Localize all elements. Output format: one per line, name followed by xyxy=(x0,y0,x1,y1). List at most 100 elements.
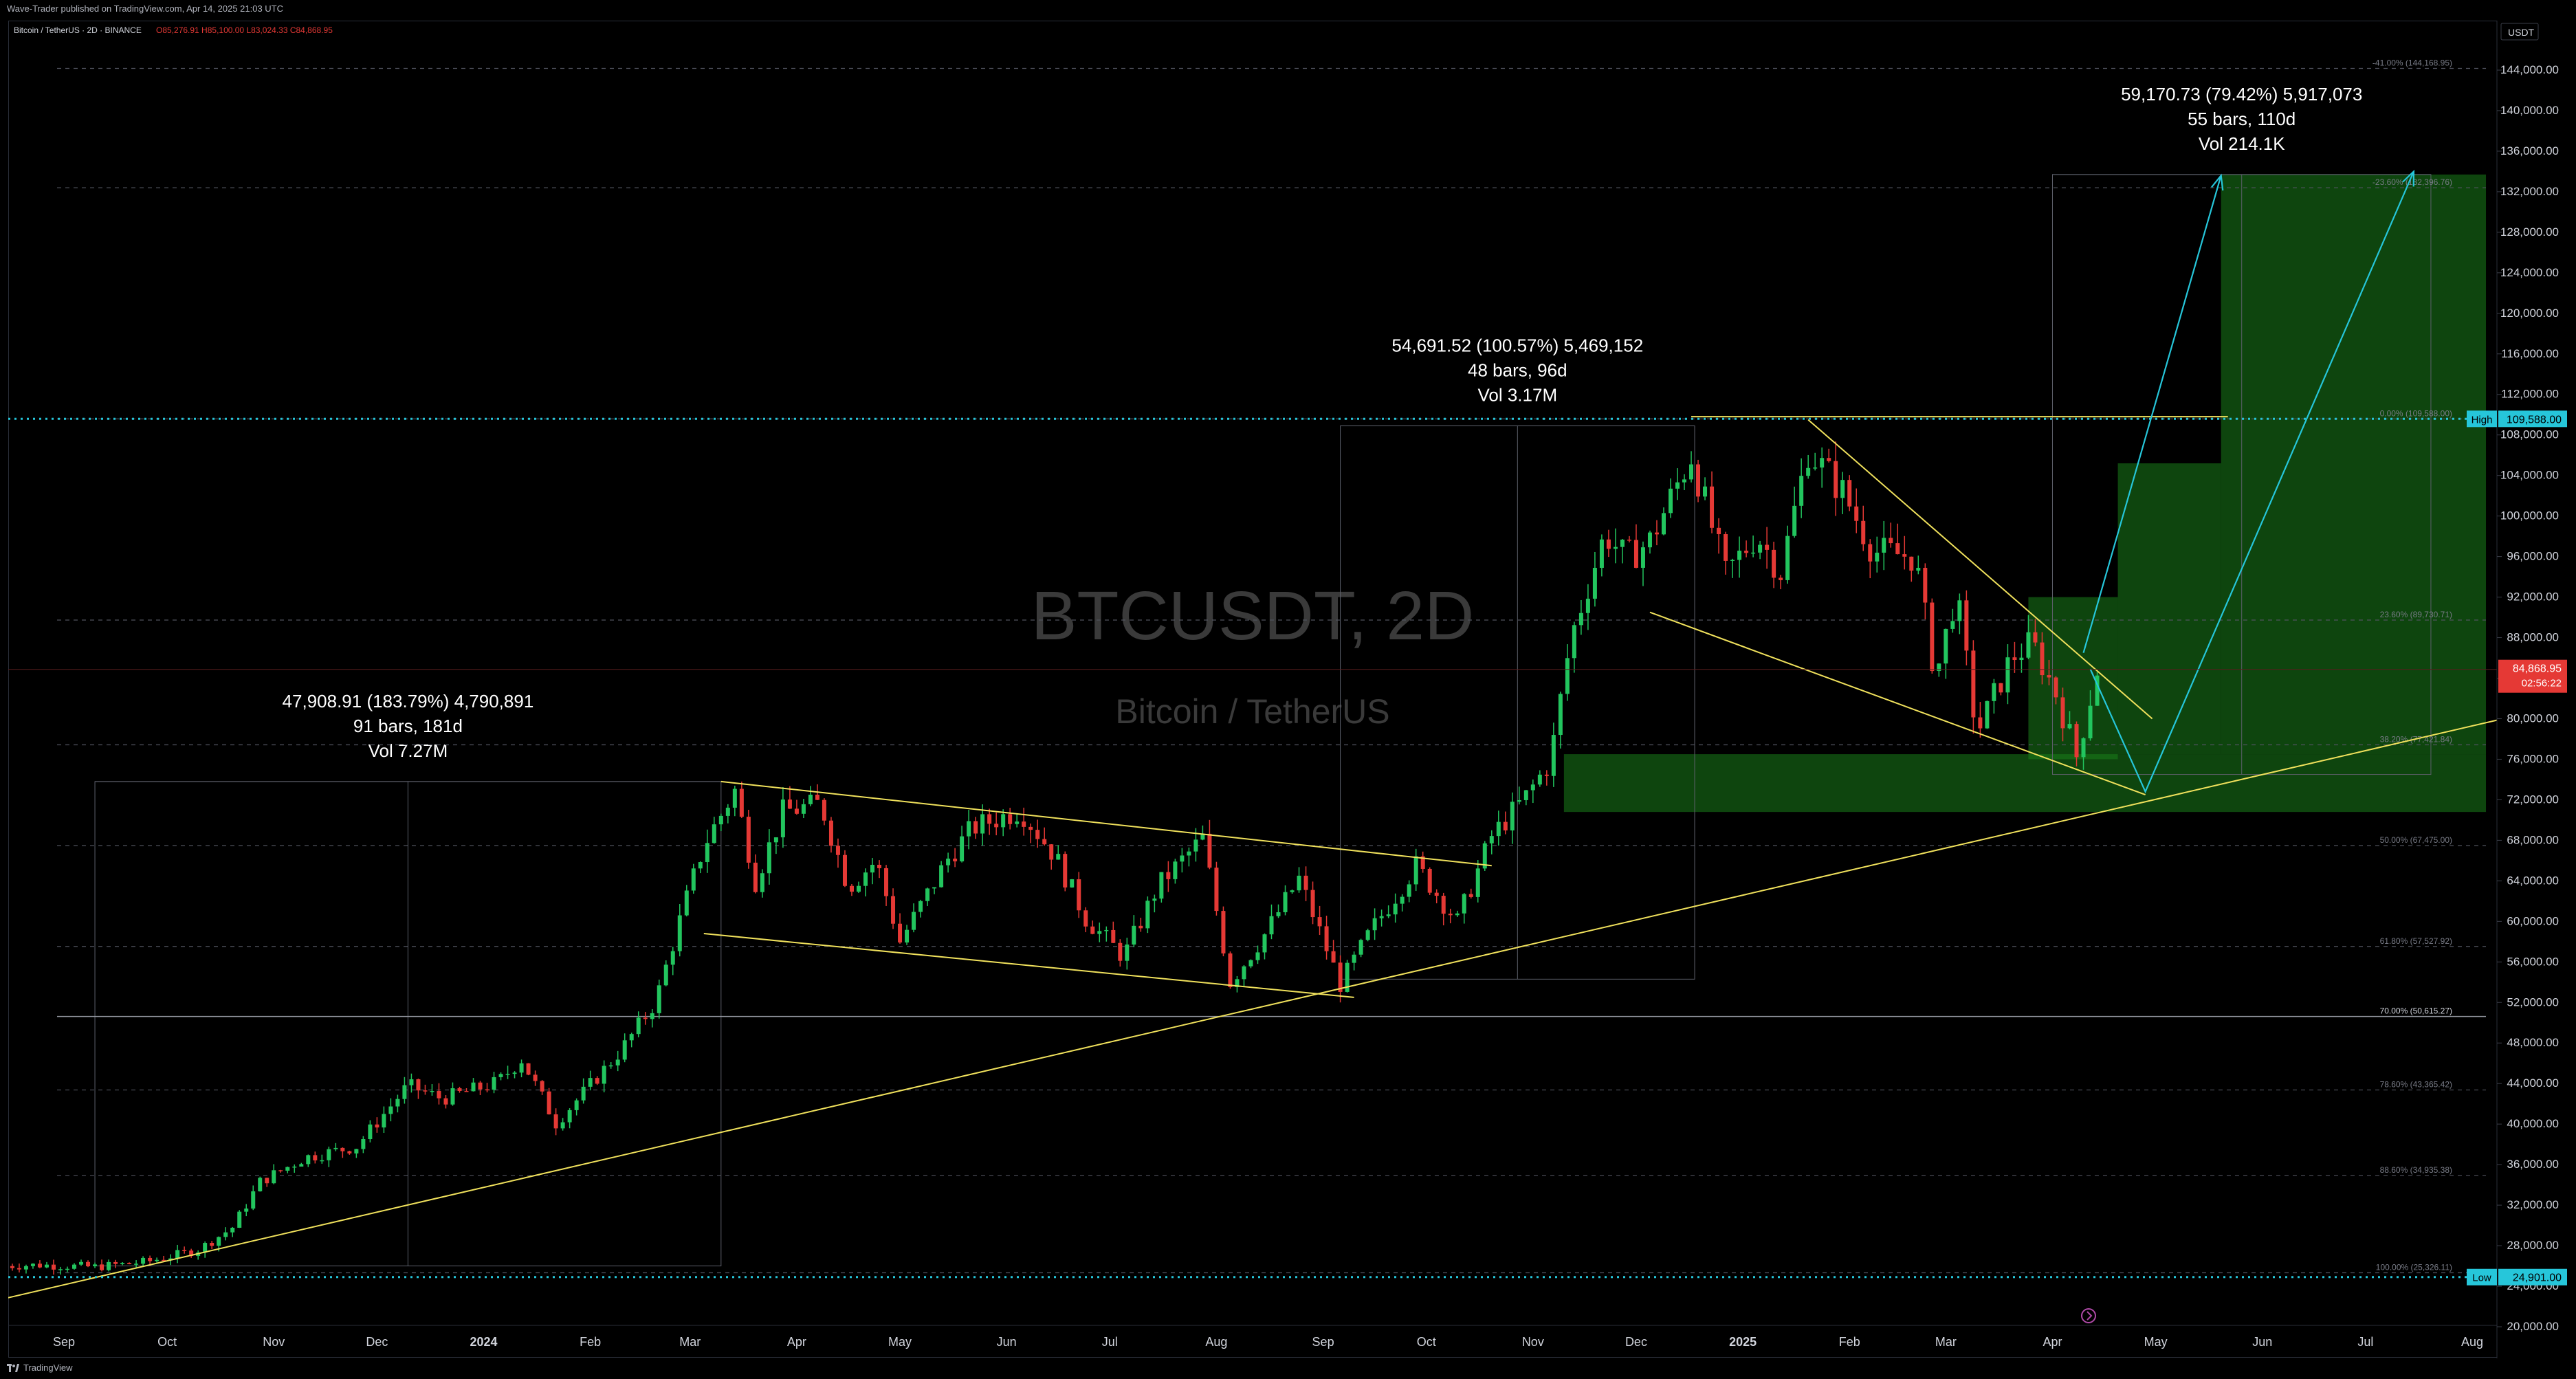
candle-up xyxy=(450,1088,455,1105)
candle-up xyxy=(327,1149,331,1160)
candle-up xyxy=(773,837,778,843)
time-tick-label: Aug xyxy=(2461,1335,2483,1349)
candle-up xyxy=(1283,892,1288,913)
candle-up xyxy=(1551,735,1556,776)
time-tick-label: Feb xyxy=(1839,1335,1860,1349)
candle-down xyxy=(1310,890,1315,918)
candle-down xyxy=(526,1063,531,1075)
candle-up xyxy=(767,842,771,874)
candle-up xyxy=(1572,625,1576,659)
candle-up xyxy=(581,1086,586,1101)
candle-down xyxy=(464,1091,469,1092)
candle-down xyxy=(189,1250,194,1257)
candle-up xyxy=(636,1017,641,1035)
candle-up xyxy=(1145,901,1150,929)
candle-up xyxy=(30,1264,35,1266)
candle-up xyxy=(368,1124,373,1140)
candle-up xyxy=(1537,774,1542,785)
measure-label: Vol 7.27M xyxy=(368,740,448,761)
price-tick-label: 144,000.00 xyxy=(2500,63,2559,76)
candle-up xyxy=(725,807,730,816)
candle-down xyxy=(1083,910,1088,927)
candle-down xyxy=(643,1017,648,1019)
trendline-wedge-bottom xyxy=(1649,611,2146,795)
candle-down xyxy=(1434,892,1439,896)
replay-icon[interactable] xyxy=(2081,1308,2096,1323)
time-tick-label: Apr xyxy=(2043,1335,2062,1349)
candle-up xyxy=(1661,513,1666,535)
candle-up xyxy=(663,964,668,986)
candle-up xyxy=(1365,930,1370,940)
candle-down xyxy=(1827,458,1831,461)
candle-up xyxy=(1097,931,1102,934)
candle-down xyxy=(347,1151,352,1154)
candle-up xyxy=(1489,836,1494,843)
candle-up xyxy=(1269,916,1274,935)
time-tick-label: Nov xyxy=(1522,1335,1544,1349)
currency-badge[interactable] xyxy=(2500,23,2539,41)
candle-down xyxy=(746,817,751,863)
price-tick-label: 52,000.00 xyxy=(2507,995,2559,1008)
candle-up xyxy=(670,951,675,965)
candle-up xyxy=(1640,547,1645,568)
candle-up xyxy=(629,1034,634,1041)
candle-up xyxy=(223,1232,228,1237)
candle-down xyxy=(547,1091,551,1115)
candle-up xyxy=(1255,952,1260,960)
candle-down xyxy=(842,854,847,886)
candle-up xyxy=(1882,538,1886,553)
time-tick-label: Mar xyxy=(1935,1335,1957,1349)
low-value: 24,901.00 xyxy=(2513,1272,2562,1284)
candle-up xyxy=(395,1099,400,1107)
price-axis[interactable]: USDT 144,000.00 140,000.00 136,000.00 132,0… xyxy=(2467,21,2576,1358)
candle-up xyxy=(1647,532,1652,548)
candle-up xyxy=(1785,536,1790,580)
low-value-badge xyxy=(2498,1268,2567,1286)
candle-up xyxy=(58,1269,63,1270)
candle-up xyxy=(79,1261,84,1265)
candle-up xyxy=(306,1155,311,1165)
price-chart[interactable]: BTCUSDT, 2D Bitcoin / TetherUS 47,908.91… xyxy=(3,21,2576,1358)
fib-level-label: 100.00% (25,326.11) xyxy=(2376,1262,2452,1272)
candle-down xyxy=(1338,962,1343,992)
candle-down xyxy=(1022,821,1026,827)
candle-up xyxy=(960,836,965,862)
candle-up xyxy=(134,1264,139,1265)
candle-down xyxy=(375,1124,379,1128)
high-value-badge xyxy=(2498,410,2567,428)
candle-down xyxy=(100,1264,104,1270)
candle-up xyxy=(1840,480,1845,498)
candle-up xyxy=(141,1257,146,1264)
time-axis[interactable]: Sep Oct Nov Dec 2024 Feb Mar Apr May Jun Jul Aug Sep… xyxy=(8,1325,2497,1349)
candle-up xyxy=(650,1013,654,1019)
chart-frame[interactable]: BTCUSDT, 2D Bitcoin / TetherUS 47,908.91… xyxy=(3,21,2576,1358)
trendline-wedge-top xyxy=(1807,419,2153,720)
symbol-ohlc: O85,276.91 H85,100.00 L83,024.33 C84,868… xyxy=(156,25,333,35)
candle-up xyxy=(588,1078,593,1087)
measure-label: 55 bars, 110d xyxy=(2188,109,2296,129)
candle-up xyxy=(1482,843,1487,869)
trendline-long-support xyxy=(5,718,2504,1299)
candle-up xyxy=(1104,929,1109,931)
candle-up xyxy=(388,1106,393,1114)
candle-up xyxy=(1792,505,1797,536)
candle-down xyxy=(1696,464,1701,497)
candle-up xyxy=(354,1149,359,1154)
candle-down xyxy=(1063,854,1068,887)
candle-up xyxy=(1592,567,1597,599)
published-text: Wave-Trader published on TradingView.com… xyxy=(7,3,284,14)
candle-down xyxy=(182,1250,187,1251)
candle-down xyxy=(739,788,744,817)
tradingview-logo[interactable]: TradingView xyxy=(7,1363,73,1373)
candle-up xyxy=(918,901,923,912)
price-tick-label: 124,000.00 xyxy=(2500,266,2559,279)
measure-label: 91 bars, 181d xyxy=(353,716,463,736)
candle-up xyxy=(712,824,716,843)
time-tick-label: Mar xyxy=(679,1335,701,1349)
candle-down xyxy=(1779,577,1783,580)
candle-down xyxy=(1772,549,1776,578)
candle-down xyxy=(1090,926,1095,934)
candle-down xyxy=(973,821,978,834)
candle-up xyxy=(732,788,737,808)
candle-down xyxy=(1420,856,1425,869)
